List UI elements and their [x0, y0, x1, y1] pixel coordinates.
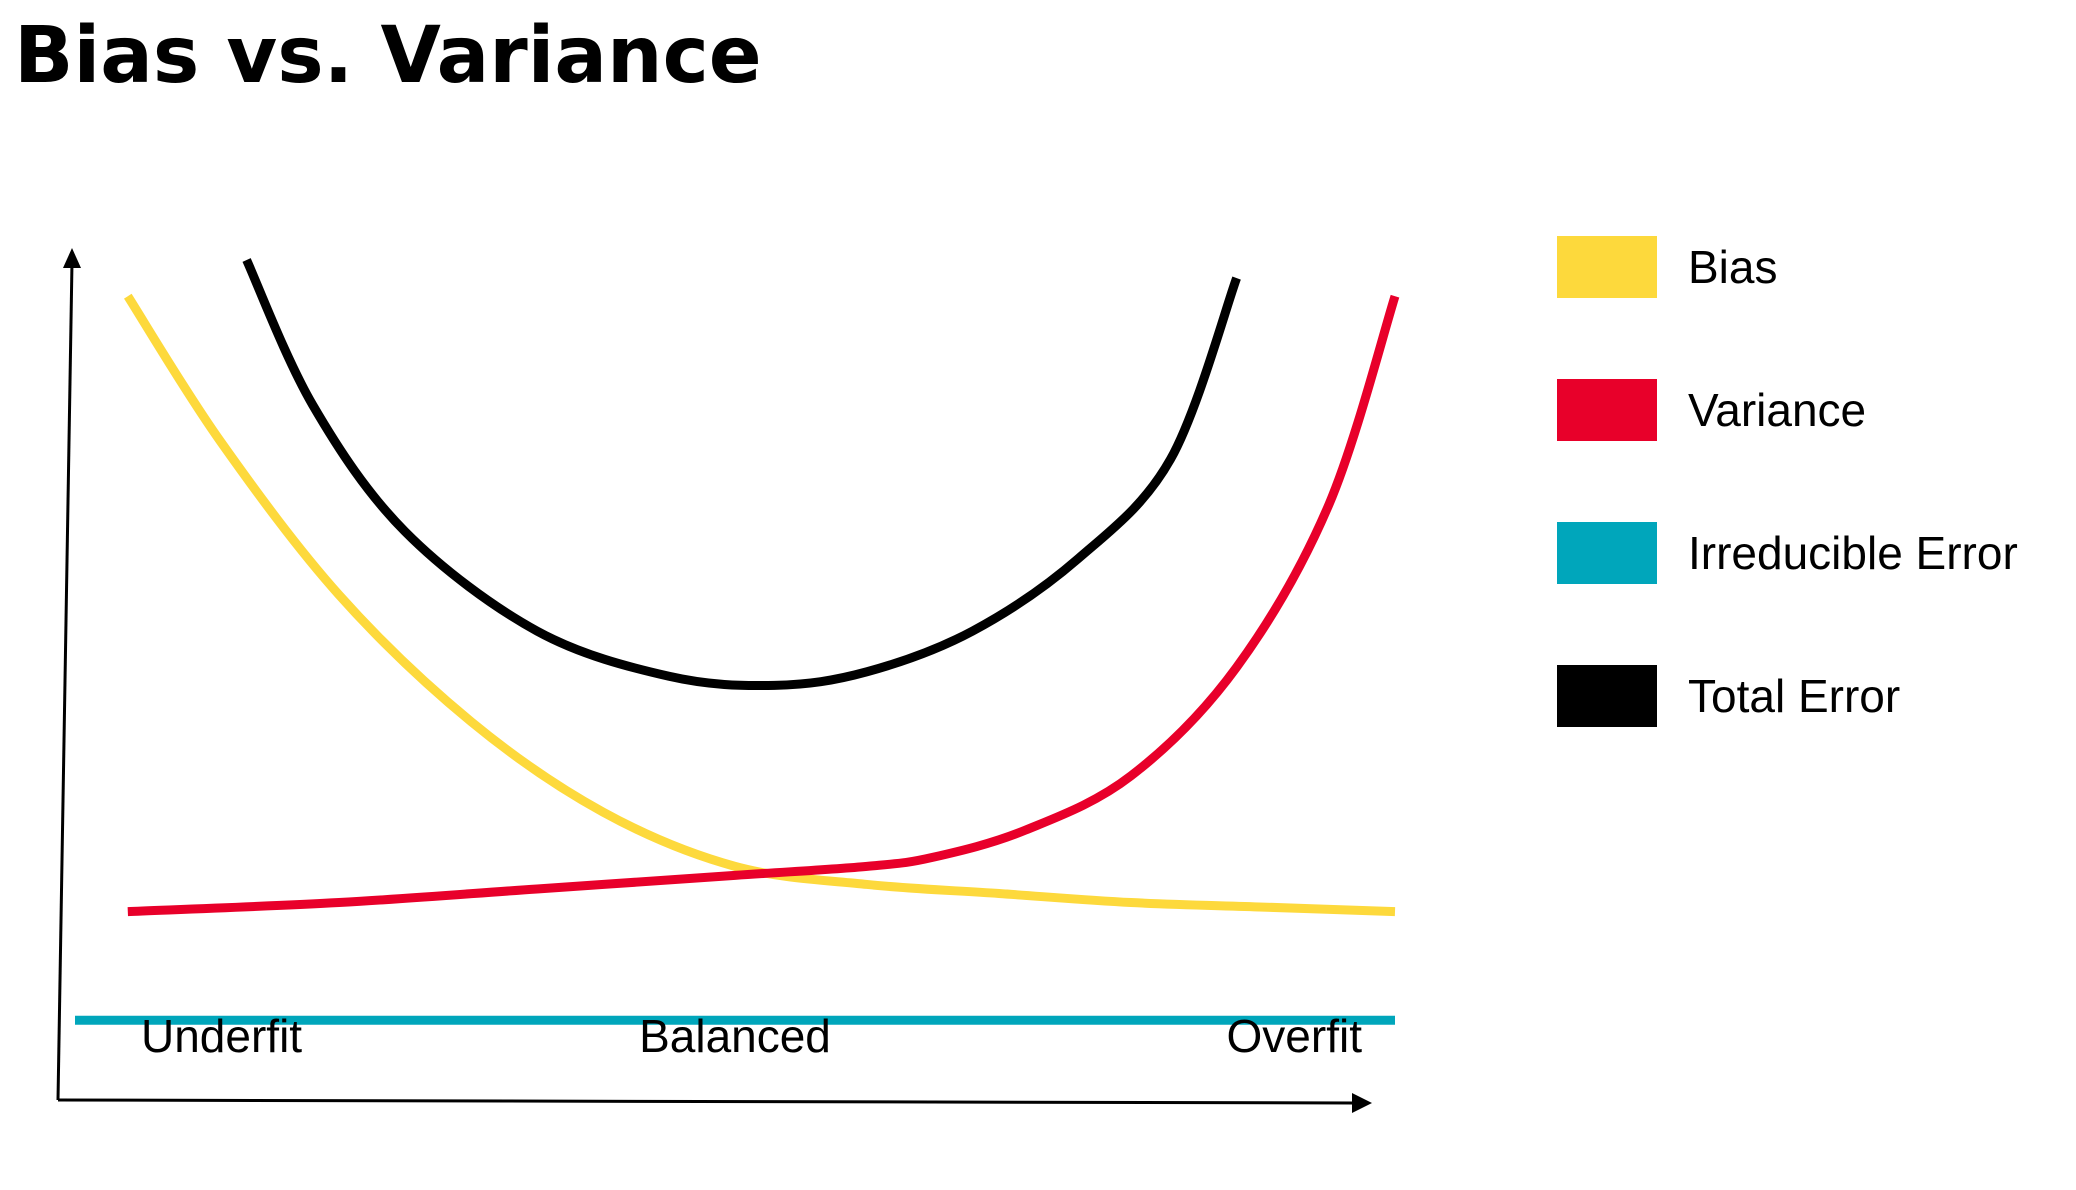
legend-label-irreducible-error: Irreducible Error [1688, 527, 2018, 579]
x-axis-arrow-icon [1352, 1093, 1372, 1113]
category-label-overfit: Overfit [1227, 1010, 1363, 1062]
legend-swatch-variance [1557, 379, 1657, 441]
legend-label-total-error: Total Error [1688, 670, 1900, 722]
category-label-underfit: Underfit [141, 1010, 302, 1062]
legend-label-bias: Bias [1688, 241, 1777, 293]
series-layer [75, 258, 1400, 1025]
chart-title: Bias vs. Variance [14, 11, 762, 101]
legend-label-variance: Variance [1688, 384, 1866, 436]
legend-swatch-bias [1557, 236, 1657, 298]
bias-series-line [124, 293, 1396, 917]
legend-swatch-irreducible-error [1557, 522, 1657, 584]
axes [56, 248, 1372, 1113]
total-error-series-line [242, 258, 1241, 691]
legend: Bias Variance Irreducible Error Total Error [1557, 236, 2018, 727]
category-label-balanced: Balanced [639, 1010, 831, 1062]
variance-series-line [127, 294, 1400, 917]
x-axis-line [57, 1098, 1356, 1105]
category-labels: Underfit Balanced Overfit [141, 1010, 1362, 1062]
y-axis-line [56, 261, 74, 1101]
legend-swatch-total-error [1557, 665, 1657, 727]
y-axis-arrow-icon [63, 248, 81, 268]
